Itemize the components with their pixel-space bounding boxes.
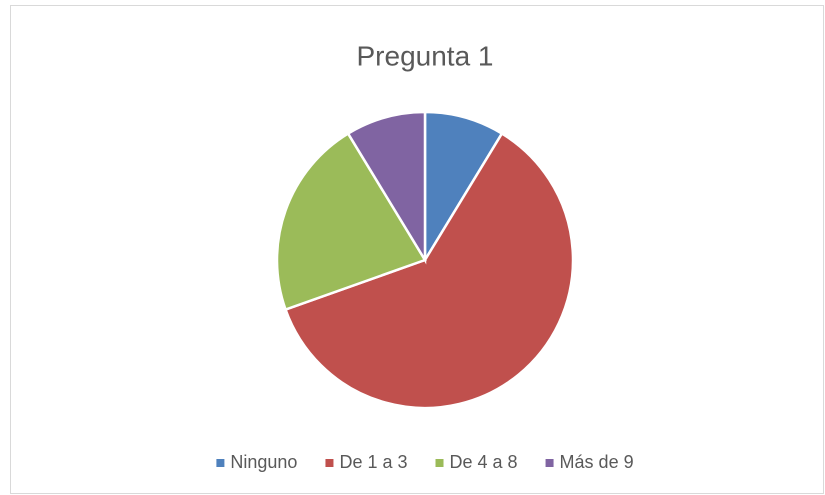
- legend-label: Más de 9: [560, 452, 634, 472]
- legend-swatch: [325, 459, 334, 467]
- legend-label: Ninguno: [230, 452, 297, 472]
- legend-swatch: [435, 459, 444, 467]
- pie-slice: [346, 110, 427, 265]
- pie-slice: [283, 131, 575, 410]
- legend-swatch: [216, 459, 225, 467]
- chart-title: Pregunta 1: [357, 40, 494, 71]
- legend-swatch: [545, 459, 554, 467]
- legend-label: De 1 a 3: [339, 452, 407, 472]
- pie-slice: [275, 131, 427, 312]
- legend-label: De 4 a 8: [450, 452, 518, 472]
